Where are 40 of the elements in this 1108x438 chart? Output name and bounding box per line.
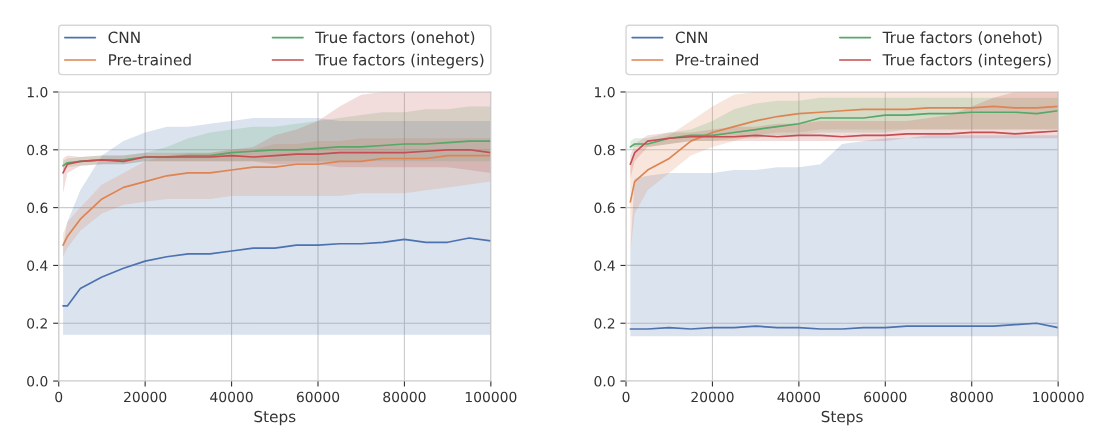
- line-series: [629, 109, 1059, 148]
- legend-label: True factors (integers): [882, 53, 1051, 69]
- y-tick-label: 0.8: [594, 144, 615, 156]
- legend-label: Pre-trained: [109, 53, 191, 66]
- y-tick-label: 0.0: [594, 376, 615, 387]
- x-tick-label: 20000: [691, 391, 734, 403]
- x-tick-label: 60000: [864, 391, 907, 403]
- line-series: [62, 148, 491, 174]
- x-tick-label: 40000: [210, 391, 253, 403]
- line-series: [62, 237, 491, 307]
- x-axis-title: Steps: [821, 410, 863, 426]
- x-tick-label: 100000: [1033, 391, 1084, 403]
- legend-label: True factors (integers): [315, 53, 484, 69]
- legend-label: True factors (onehot): [315, 31, 475, 45]
- x-tick-label: 100000: [465, 391, 517, 403]
- y-tick-label: 0.6: [27, 202, 48, 214]
- x-tick-label: 40000: [777, 391, 821, 403]
- x-tick-label: 0: [55, 391, 63, 403]
- y-tick-label: 0.4: [594, 260, 615, 271]
- x-tick-label: 20000: [124, 391, 167, 403]
- y-tick-label: 0.6: [594, 202, 615, 214]
- line-series: [62, 154, 491, 247]
- y-tick-label: 0.8: [27, 144, 48, 156]
- y-tick-label: 1.0: [595, 86, 615, 98]
- line-series: [629, 130, 1059, 166]
- x-tick-label: 80000: [950, 391, 993, 403]
- x-tick-label: 0: [622, 391, 630, 403]
- legend-label: True factors (onehot): [882, 31, 1042, 45]
- legend-label: CNN: [675, 31, 707, 44]
- line-series: [629, 105, 1059, 203]
- y-tick-label: 0.2: [594, 318, 615, 329]
- y-tick-label: 0.4: [27, 260, 48, 271]
- y-tick-label: 1.0: [27, 86, 48, 98]
- x-tick-label: 60000: [296, 391, 340, 403]
- legend-label: Pre-trained: [676, 53, 758, 66]
- x-tick-label: 80000: [383, 391, 426, 403]
- legend-label: CNN: [108, 31, 140, 44]
- y-tick-label: 0.0: [27, 376, 48, 387]
- y-tick-label: 0.2: [27, 318, 47, 329]
- x-axis-title: Steps: [254, 410, 296, 426]
